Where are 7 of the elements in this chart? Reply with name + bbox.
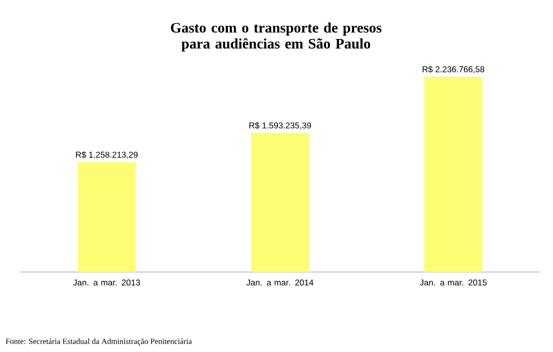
chart-title: Gasto com o transporte de presos para audiências em São Paulo (170, 22, 382, 52)
x-tick-label: Jan. a mar. 2013 (73, 280, 140, 286)
data-label: R$ 2.236.766,58 (422, 66, 484, 74)
data-label: R$ 1.258.213,29 (76, 151, 138, 159)
data-label: R$ 1.593.235,39 (249, 122, 311, 130)
x-tick-label: Jan. a mar. 2014 (246, 280, 314, 286)
x-tick-label: Jan. a mar. 2015 (420, 280, 487, 286)
